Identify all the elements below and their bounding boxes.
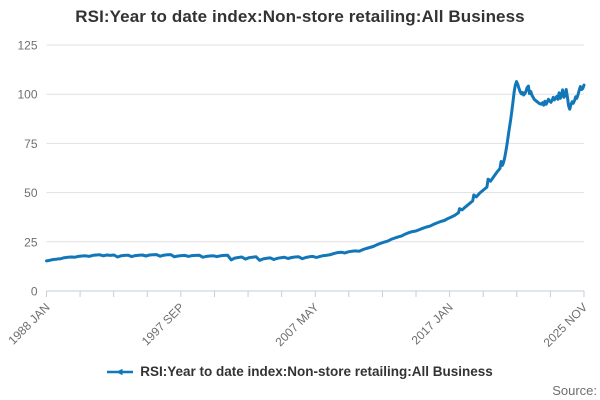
legend-label: RSI:Year to date index:Non-store retaili…	[140, 364, 493, 379]
x-tick-label: 1997 SEP	[139, 300, 187, 348]
y-tick-label: 50	[24, 186, 38, 200]
y-tick-label: 0	[31, 285, 38, 299]
y-tick-label: 100	[17, 88, 37, 102]
series-line-marker-icon	[107, 368, 134, 375]
x-tick-label: 2025 NOV	[541, 300, 591, 350]
y-tick-label: 125	[17, 39, 37, 53]
x-tick-label: 1988 JAN	[5, 300, 52, 347]
y-tick-label: 75	[24, 137, 38, 151]
x-tick-label: 2007 MAY	[272, 300, 321, 349]
source-label: Source:	[552, 383, 597, 398]
plot-area: 0 25 50 75 100 125 1988 JAN 1997 SEP 2007 MAY 201…	[5, 39, 591, 350]
legend-item[interactable]: RSI:Year to date index:Non-store retaili…	[0, 364, 600, 379]
y-tick-label: 25	[24, 235, 38, 249]
x-tick-label: 2017 JAN	[409, 300, 456, 347]
series-line[interactable]	[45, 80, 586, 263]
chart-title: RSI:Year to date index:Non-store retaili…	[75, 7, 525, 26]
